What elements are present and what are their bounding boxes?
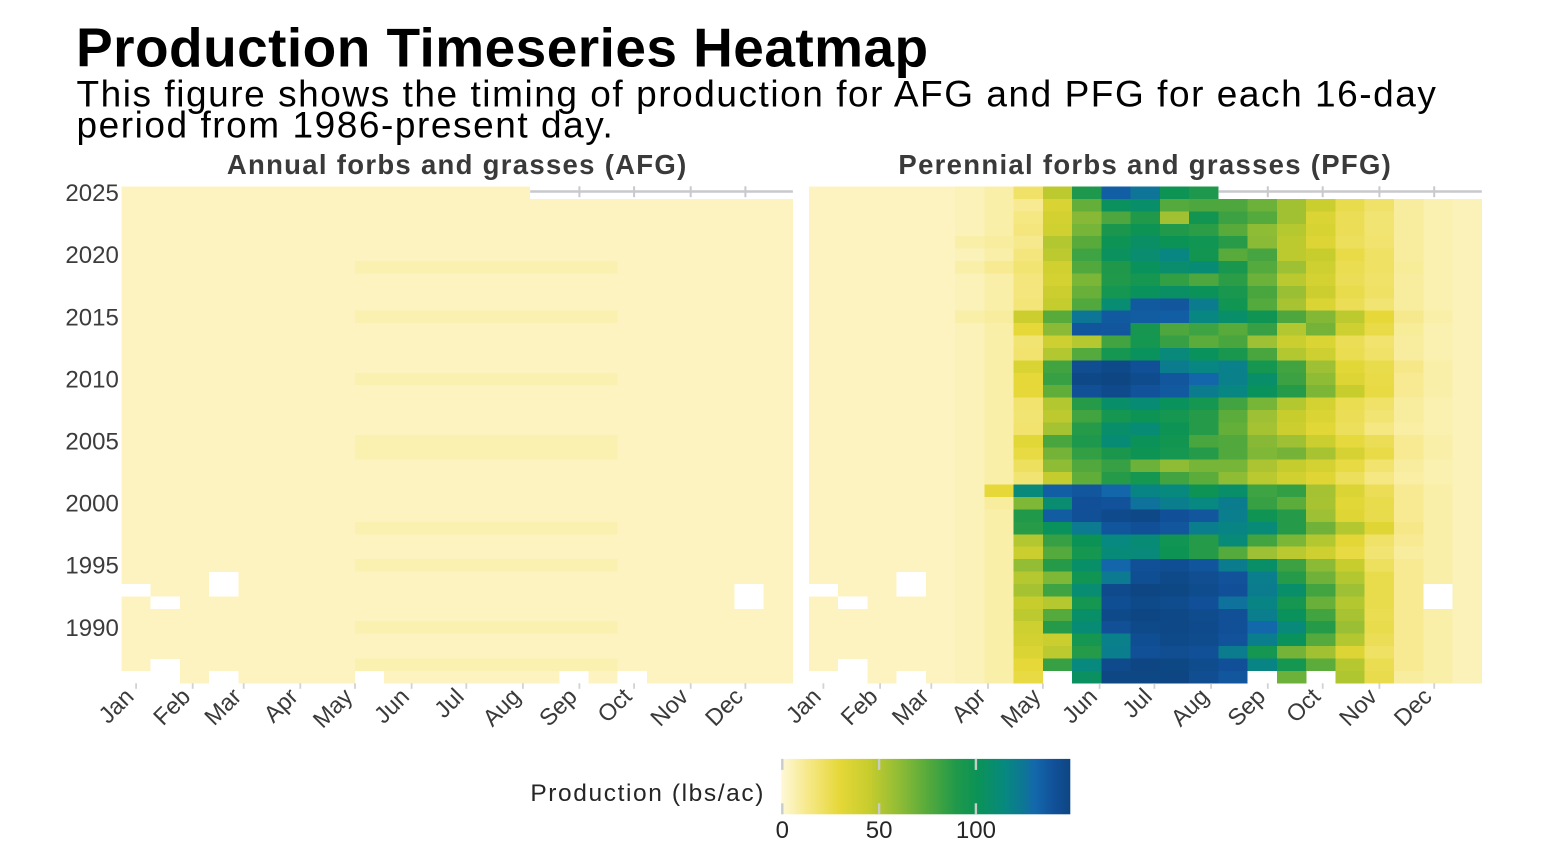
svg-text:Production (lbs/ac): Production (lbs/ac) <box>530 780 765 807</box>
svg-text:Production Timeseries Heatmap: Production Timeseries Heatmap <box>76 17 929 79</box>
svg-text:50: 50 <box>866 817 893 844</box>
svg-text:This figure shows the timing o: This figure shows the timing of producti… <box>77 74 1438 115</box>
svg-text:2000: 2000 <box>65 491 118 518</box>
svg-text:100: 100 <box>956 817 996 844</box>
svg-text:Perennial forbs and grasses (P: Perennial forbs and grasses (PFG) <box>898 149 1392 180</box>
svg-text:2010: 2010 <box>65 366 118 393</box>
svg-text:period from 1986-present day.: period from 1986-present day. <box>77 104 615 145</box>
svg-text:1990: 1990 <box>65 615 118 642</box>
svg-text:2020: 2020 <box>65 242 118 269</box>
svg-text:0: 0 <box>776 817 789 844</box>
svg-text:1995: 1995 <box>65 553 118 580</box>
svg-text:2005: 2005 <box>65 429 118 456</box>
svg-text:2025: 2025 <box>65 180 118 207</box>
svg-text:2015: 2015 <box>65 304 118 331</box>
svg-text:Annual forbs and grasses (AFG): Annual forbs and grasses (AFG) <box>227 149 688 180</box>
